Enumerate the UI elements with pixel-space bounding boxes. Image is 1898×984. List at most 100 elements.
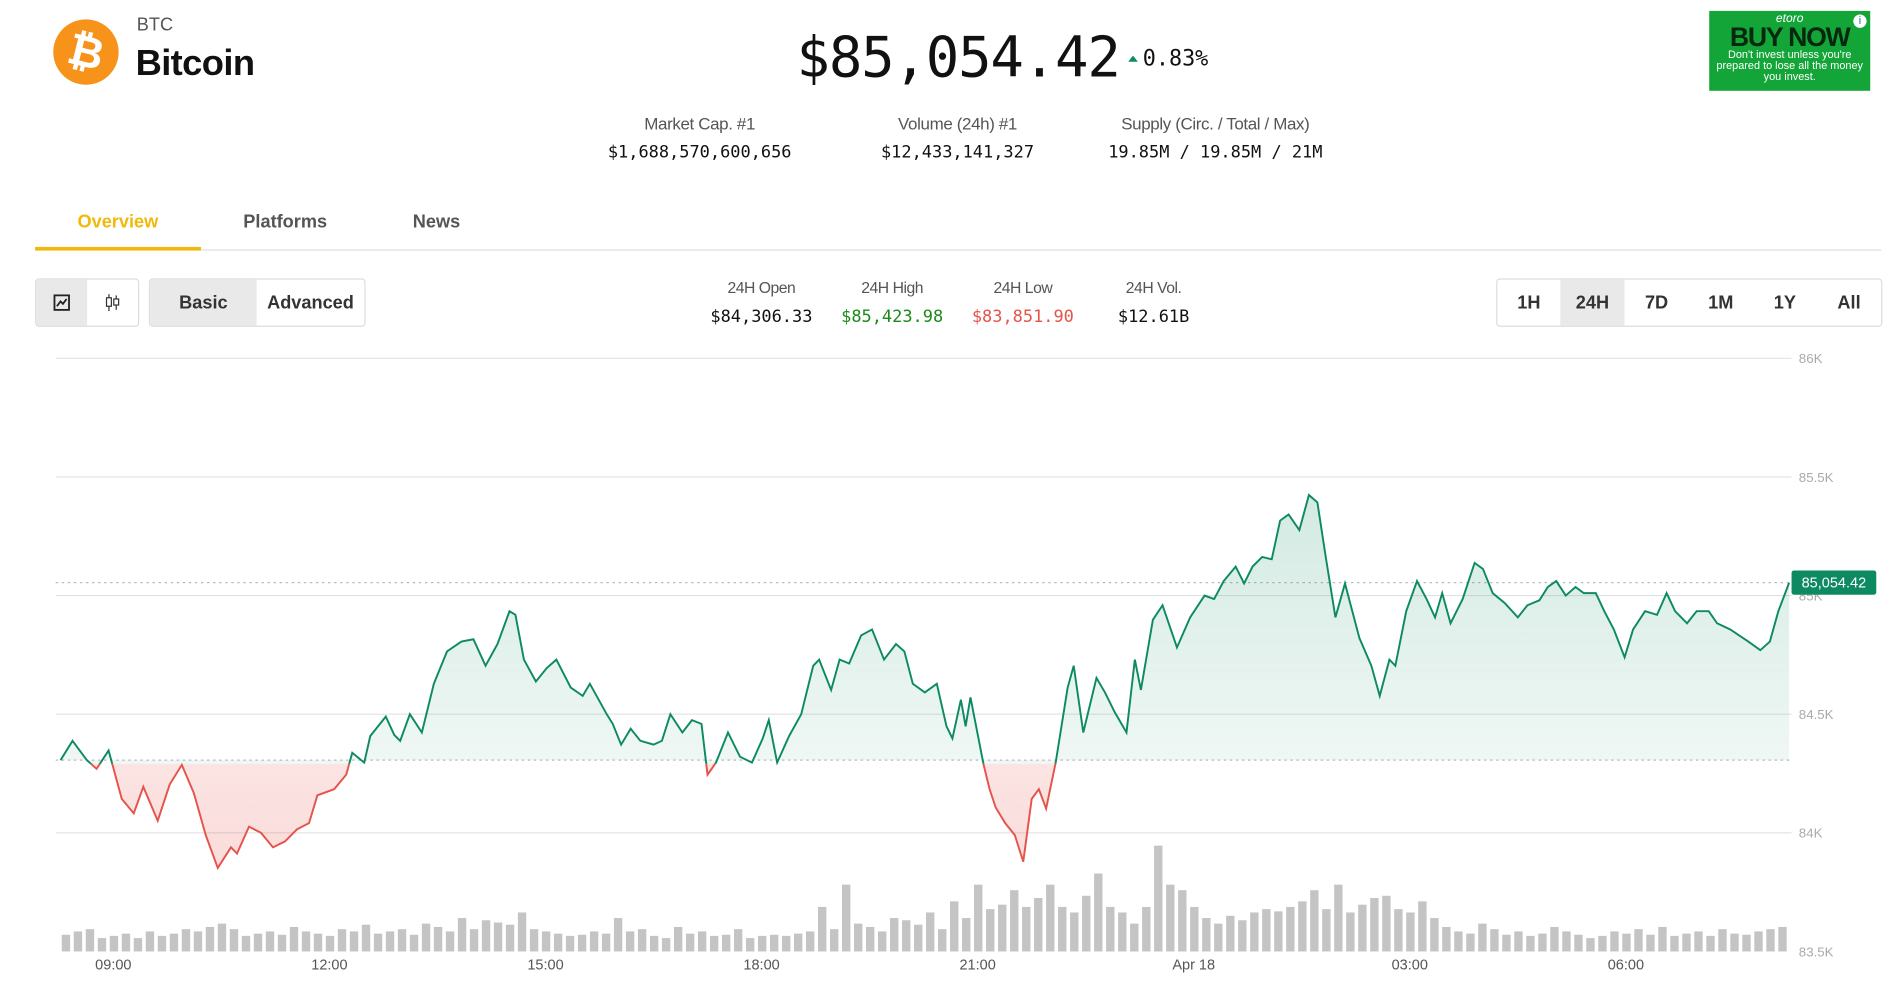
volume-bar bbox=[902, 920, 911, 952]
stat-label: Supply (Circ. / Total / Max) bbox=[1121, 113, 1310, 134]
volume-bar bbox=[1094, 873, 1103, 952]
volume-bar bbox=[769, 934, 779, 952]
etoro-ad-banner[interactable]: etoro BUY NOW Don't invest unless you're… bbox=[1709, 10, 1871, 91]
volume-bar bbox=[1166, 884, 1175, 952]
volume-bar bbox=[938, 929, 947, 952]
y-tick-label: 83.5K bbox=[1799, 944, 1834, 959]
volume-bar bbox=[289, 926, 299, 952]
volume-bar bbox=[1730, 933, 1739, 952]
volume-bar bbox=[193, 931, 203, 952]
volume-bar bbox=[745, 938, 755, 952]
volume-bar bbox=[529, 929, 539, 952]
volume-bar bbox=[1010, 890, 1019, 952]
price-change-value: 0.83% bbox=[1142, 45, 1209, 72]
volume-bar bbox=[685, 933, 695, 952]
volume-bar bbox=[637, 929, 647, 952]
chart-type-toggle bbox=[35, 278, 140, 327]
volume-bar bbox=[974, 884, 983, 952]
tab-platforms[interactable]: Platforms bbox=[243, 211, 328, 233]
ohlv-value: $12.61B bbox=[1117, 307, 1190, 327]
ohlv-label: 24H Open bbox=[727, 278, 796, 297]
tab-overview[interactable]: Overview bbox=[77, 211, 159, 233]
stat-24h-low: 24H Low $83,851.90 bbox=[972, 278, 1074, 326]
ad-cta: BUY NOW bbox=[1729, 21, 1851, 53]
range-24h[interactable]: 24H bbox=[1560, 279, 1625, 326]
volume-bar bbox=[1142, 906, 1151, 952]
volume-bar bbox=[1082, 895, 1091, 952]
advanced-button[interactable]: Advanced bbox=[267, 292, 354, 313]
volume-bar bbox=[313, 933, 323, 952]
range-all[interactable]: All bbox=[1837, 292, 1861, 313]
volume-bar bbox=[385, 931, 395, 952]
volume-bar bbox=[1586, 938, 1595, 952]
range-7d[interactable]: 7D bbox=[1644, 292, 1669, 313]
volume-bar bbox=[457, 918, 467, 952]
volume-bar bbox=[217, 923, 227, 952]
volume-bar bbox=[1418, 901, 1427, 952]
volume-bar bbox=[866, 926, 875, 952]
volume-bar bbox=[1382, 895, 1391, 952]
y-tick-label: 84.5K bbox=[1799, 707, 1834, 722]
y-tick-label: 84K bbox=[1799, 826, 1823, 841]
volume-bar bbox=[1454, 931, 1463, 952]
range-1m[interactable]: 1M bbox=[1708, 292, 1734, 313]
x-tick-label: 09:00 bbox=[95, 958, 131, 974]
volume-bar bbox=[145, 931, 155, 952]
volume-bar bbox=[709, 935, 719, 952]
volume-bar bbox=[1754, 931, 1763, 952]
volume-bar bbox=[1502, 934, 1511, 952]
ad-disclaimer: Don't invest unless you're prepared to l… bbox=[1716, 48, 1863, 83]
time-range-selector: 1H 24H 7D 1M 1Y All bbox=[1496, 278, 1883, 327]
volume-bar bbox=[601, 933, 611, 952]
volume-bar bbox=[229, 929, 239, 952]
volume-bar bbox=[673, 926, 683, 952]
ad-brand: etoro bbox=[1775, 12, 1804, 26]
x-tick-label: 03:00 bbox=[1392, 958, 1428, 974]
volume-bar bbox=[121, 933, 131, 952]
volume-bar bbox=[337, 929, 347, 952]
volume-bar bbox=[1610, 931, 1619, 952]
volume-bar bbox=[553, 933, 563, 952]
volume-bar bbox=[1442, 926, 1451, 952]
info-icon[interactable]: i bbox=[1853, 14, 1867, 28]
volume-bar bbox=[1202, 918, 1211, 952]
volume-bar bbox=[349, 931, 359, 952]
volume-bar bbox=[1046, 884, 1055, 952]
volume-bar bbox=[493, 922, 503, 952]
volume-bar bbox=[445, 931, 455, 952]
volume-bar bbox=[1334, 884, 1343, 952]
range-1h[interactable]: 1H bbox=[1517, 292, 1541, 313]
volume-bar bbox=[926, 912, 935, 952]
y-tick-label: 85.5K bbox=[1799, 470, 1834, 485]
volume-bar bbox=[1118, 912, 1127, 952]
volume-bar bbox=[998, 904, 1007, 952]
tab-news[interactable]: News bbox=[412, 211, 461, 233]
ohlv-label: 24H High bbox=[861, 278, 923, 297]
volume-bar bbox=[842, 884, 851, 952]
stat-value: 19.85M / 19.85M / 21M bbox=[1108, 142, 1323, 163]
stat-market-cap: Market Cap. #1 $1,688,570,600,656 bbox=[608, 114, 792, 162]
volume-bar bbox=[85, 929, 95, 952]
current-price: $85,054.42 bbox=[796, 24, 1121, 90]
line-chart-icon[interactable] bbox=[36, 279, 88, 326]
volume-bar bbox=[793, 933, 803, 952]
volume-bar bbox=[109, 935, 119, 952]
volume-bar bbox=[1370, 897, 1379, 952]
price-area-above-open bbox=[60, 494, 1790, 764]
volume-bar bbox=[73, 931, 83, 952]
volume-bar bbox=[409, 934, 419, 952]
range-1y[interactable]: 1Y bbox=[1773, 292, 1796, 313]
volume-bar bbox=[589, 931, 599, 952]
volume-bar bbox=[1574, 934, 1583, 952]
volume-bar bbox=[1466, 933, 1475, 952]
x-tick-label: 15:00 bbox=[527, 958, 563, 974]
volume-bar bbox=[1622, 933, 1631, 952]
ohlv-label: 24H Low bbox=[993, 278, 1053, 297]
basic-button[interactable]: Basic bbox=[150, 279, 257, 326]
candlestick-icon[interactable] bbox=[87, 280, 138, 326]
volume-bar bbox=[1718, 929, 1727, 952]
coin-name: Bitcoin bbox=[135, 43, 255, 84]
volume-bar bbox=[133, 938, 143, 952]
volume-bar bbox=[1058, 906, 1067, 952]
